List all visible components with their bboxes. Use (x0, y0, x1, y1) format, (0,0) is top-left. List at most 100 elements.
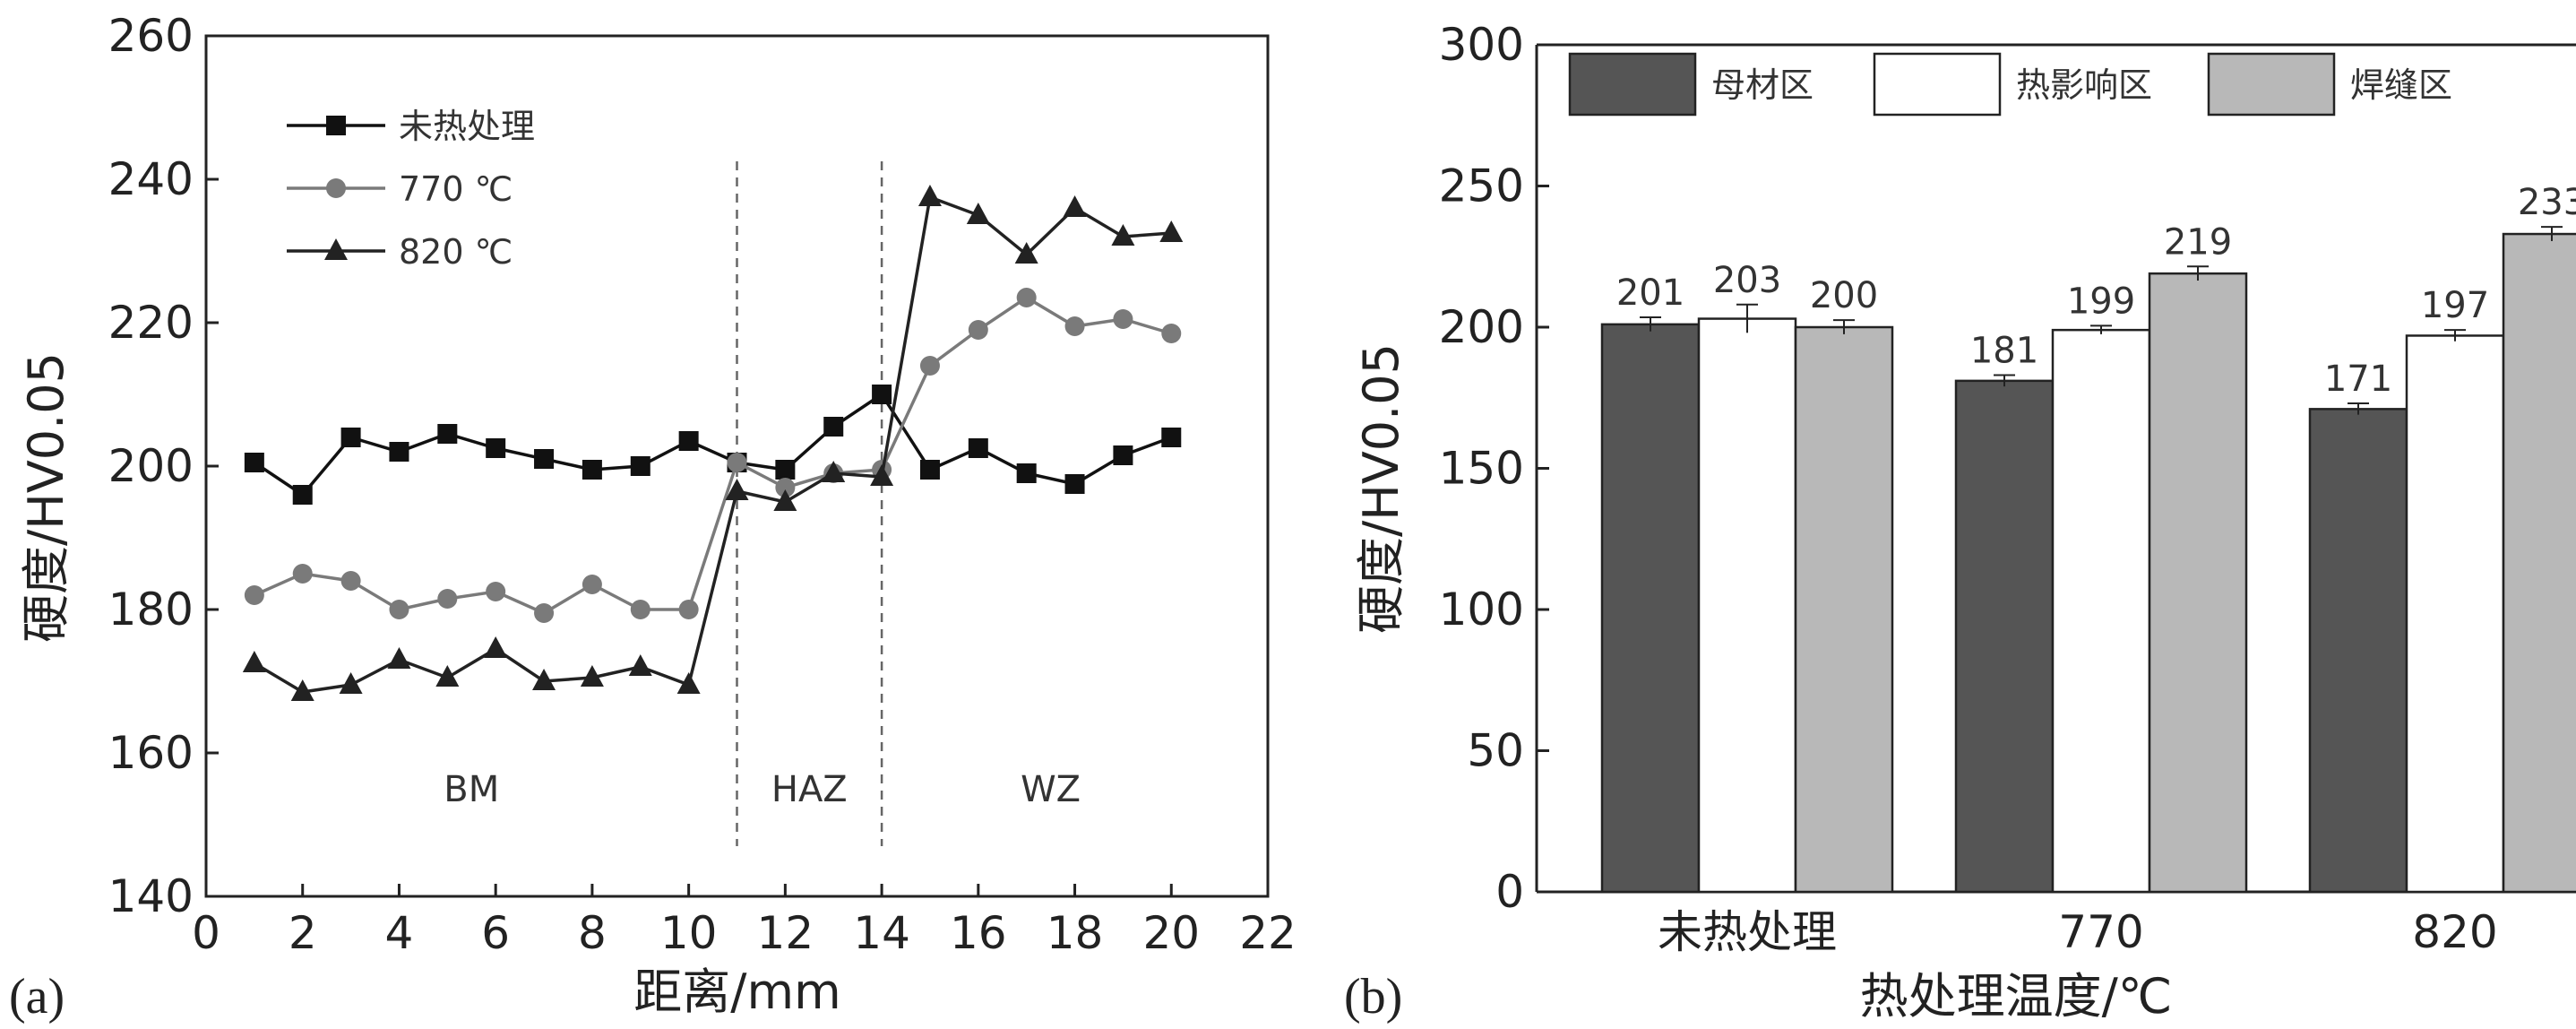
y-tick-label-b: 200 (1439, 301, 1524, 353)
series-1 (244, 385, 1182, 505)
x-axis-label-b: 热处理温度/℃ (1860, 968, 2173, 1025)
legend-label: 未热处理 (399, 107, 535, 146)
data-point (486, 582, 506, 601)
x-tick-label-b: 820 (2412, 906, 2497, 958)
bar (1600, 323, 1701, 894)
data-point (292, 564, 313, 584)
legend-marker (326, 178, 346, 198)
y-axis-label-b: 硬度/HV0.05 (1353, 343, 1409, 634)
bar (2148, 272, 2248, 894)
legend-label: 770 ℃ (399, 169, 513, 209)
legend-label: 焊缝区 (2350, 65, 2452, 105)
legend-marker (326, 116, 346, 135)
legend-a: 未热处理 770 ℃ 820 ℃ (287, 107, 535, 272)
data-point (1016, 463, 1037, 483)
chart-b: 0 50 100 150 200 250 300 未热处理 201 203 200 770 181 19… (1344, 19, 2576, 1025)
x-tick-label-a: 8 (578, 907, 607, 959)
data-point (534, 603, 555, 623)
data-point (1161, 428, 1182, 447)
x-tick-label-a: 22 (1239, 907, 1297, 959)
x-tick-label-a: 20 (1142, 907, 1200, 959)
y-tick-label-b: 50 (1467, 725, 1524, 777)
data-point (968, 320, 988, 340)
x-tick-label-a: 12 (757, 907, 814, 959)
data-point (387, 647, 411, 669)
data-point (582, 575, 602, 594)
y-tick-label-a: 180 (108, 584, 194, 636)
x-tick-label-b: 未热处理 (1658, 906, 1837, 958)
y-tick-label-b: 0 (1495, 866, 1524, 918)
data-point (486, 438, 506, 458)
data-point (628, 654, 652, 676)
legend-item-b: 母材区 (1568, 52, 1814, 117)
y-tick-label-b: 300 (1439, 19, 1524, 71)
y-tick-label-a: 220 (108, 297, 194, 349)
data-point (630, 600, 650, 619)
data-label: 197 (2421, 285, 2489, 326)
data-point (1014, 242, 1038, 264)
data-point (966, 203, 990, 224)
y-tick-label-a: 260 (108, 10, 194, 62)
data-point (1113, 445, 1133, 465)
panel-label-a: (a) (9, 969, 65, 1025)
data-point (389, 442, 409, 462)
legend-swatch (1873, 52, 2002, 117)
chart-a: 0 2 4 6 8 10 12 14 16 18 20 22 140 160 180 200 220 240 260… (9, 10, 1297, 1025)
data-point (340, 571, 361, 591)
legend-item-a: 未热处理 (287, 107, 535, 146)
data-point (823, 417, 844, 437)
data-point (290, 679, 314, 701)
legend-label: 820 ℃ (399, 232, 513, 272)
data-point (1111, 224, 1135, 246)
y-tick-label-a: 200 (108, 440, 194, 492)
legend-label: 母材区 (1711, 65, 1814, 105)
legend-item-b: 热影响区 (1873, 52, 2152, 117)
data-point (244, 453, 264, 472)
data-point (775, 478, 796, 497)
data-label: 181 (1970, 331, 2038, 372)
y-tick-label-b: 100 (1439, 584, 1524, 636)
bar (2308, 408, 2408, 894)
y-tick-label-b: 150 (1439, 443, 1524, 495)
bar (2405, 334, 2505, 894)
data-point (919, 460, 940, 480)
legend-swatch (1568, 52, 1697, 117)
y-tick-label-a: 160 (108, 727, 194, 779)
y-tick-label-b: 250 (1439, 160, 1524, 212)
data-label: 199 (2067, 281, 2135, 322)
y-tick-label-a: 240 (108, 153, 194, 205)
legend-item-a: 770 ℃ (287, 169, 513, 209)
data-point (919, 356, 940, 376)
legend-b: 母材区 热影响区 焊缝区 (1568, 52, 2452, 117)
bar (2051, 328, 2151, 894)
bar (2502, 232, 2576, 894)
y-axis-label-a: 硬度/HV0.05 (18, 352, 74, 643)
data-point (292, 485, 313, 505)
data-point (339, 672, 363, 694)
x-tick-label-b: 770 (2058, 906, 2143, 958)
x-tick-label-a: 18 (1047, 907, 1104, 959)
data-point (630, 456, 650, 476)
x-tick-label-a: 4 (385, 907, 414, 959)
series-3 (242, 185, 1184, 701)
region-label: BM (444, 769, 499, 810)
data-label: 233 (2518, 182, 2576, 223)
region-label: HAZ (771, 769, 848, 810)
panel-label-b: (b) (1344, 969, 1402, 1025)
data-point (822, 461, 846, 482)
legend-marker (324, 238, 348, 260)
data-point (1064, 474, 1085, 494)
bar (1697, 317, 1797, 894)
data-point (1161, 324, 1182, 343)
data-label: 203 (1713, 260, 1781, 301)
data-point (676, 672, 701, 694)
data-label: 201 (1616, 272, 1684, 314)
data-point (775, 460, 796, 480)
data-point (582, 460, 602, 480)
data-point (244, 585, 264, 605)
data-point (242, 651, 266, 672)
data-point (725, 479, 749, 500)
data-point (678, 431, 699, 451)
x-tick-label-a: 10 (660, 907, 718, 959)
